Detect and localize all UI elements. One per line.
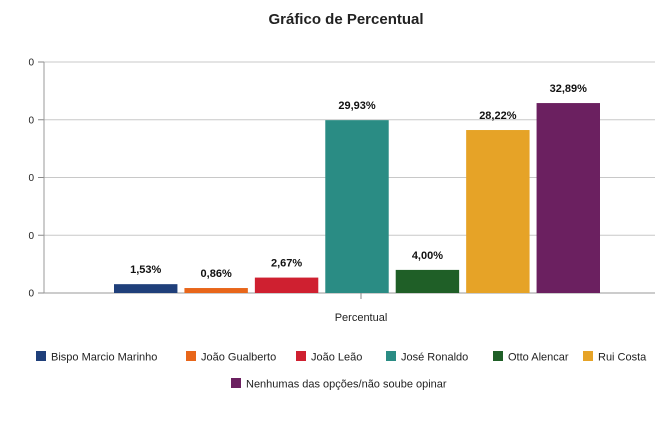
data-label: 0,86%	[201, 268, 232, 280]
y-tick-label: 0	[28, 289, 34, 300]
data-labels: 1,53% 0,86% 2,67% 29,93% 4,00% 28,22% 32,89%	[130, 83, 587, 280]
legend-swatch	[583, 351, 593, 361]
y-tick-label: 0	[28, 231, 34, 242]
legend: Bispo Marcio Marinho João Gualberto João L…	[36, 351, 647, 391]
legend-swatch	[36, 351, 46, 361]
data-label: 4,00%	[412, 250, 443, 262]
legend-label: Bispo Marcio Marinho	[51, 352, 157, 364]
legend-label: Rui Costa	[598, 352, 647, 364]
x-axis-label: Percentual	[335, 312, 388, 324]
bar	[184, 288, 248, 293]
data-label: 2,67%	[271, 258, 302, 270]
legend-swatch	[386, 351, 396, 361]
legend-label: Nenhumas das opções/não soube opinar	[246, 379, 447, 391]
chart-title: Gráfico de Percentual	[268, 11, 423, 28]
bar	[395, 269, 460, 293]
bar	[114, 284, 178, 293]
y-tick-label: 0	[28, 58, 34, 69]
data-label: 29,93%	[338, 100, 376, 112]
y-tick-label: 0	[28, 115, 34, 126]
bar	[536, 103, 600, 294]
bar	[325, 120, 389, 293]
legend-swatch	[231, 378, 241, 388]
legend-label: João Leão	[311, 352, 362, 364]
legend-label: João Gualberto	[201, 352, 276, 364]
legend-label: Otto Alencar	[508, 352, 569, 364]
data-label: 1,53%	[130, 264, 161, 276]
data-label: 28,22%	[479, 110, 517, 122]
bar	[254, 277, 319, 293]
y-tick-label: 0	[28, 173, 34, 184]
bars	[114, 103, 600, 294]
legend-swatch	[296, 351, 306, 361]
legend-swatch	[493, 351, 503, 361]
legend-swatch	[186, 351, 196, 361]
bar	[466, 130, 530, 293]
legend-label: José Ronaldo	[401, 352, 468, 364]
data-label: 32,89%	[550, 83, 588, 95]
